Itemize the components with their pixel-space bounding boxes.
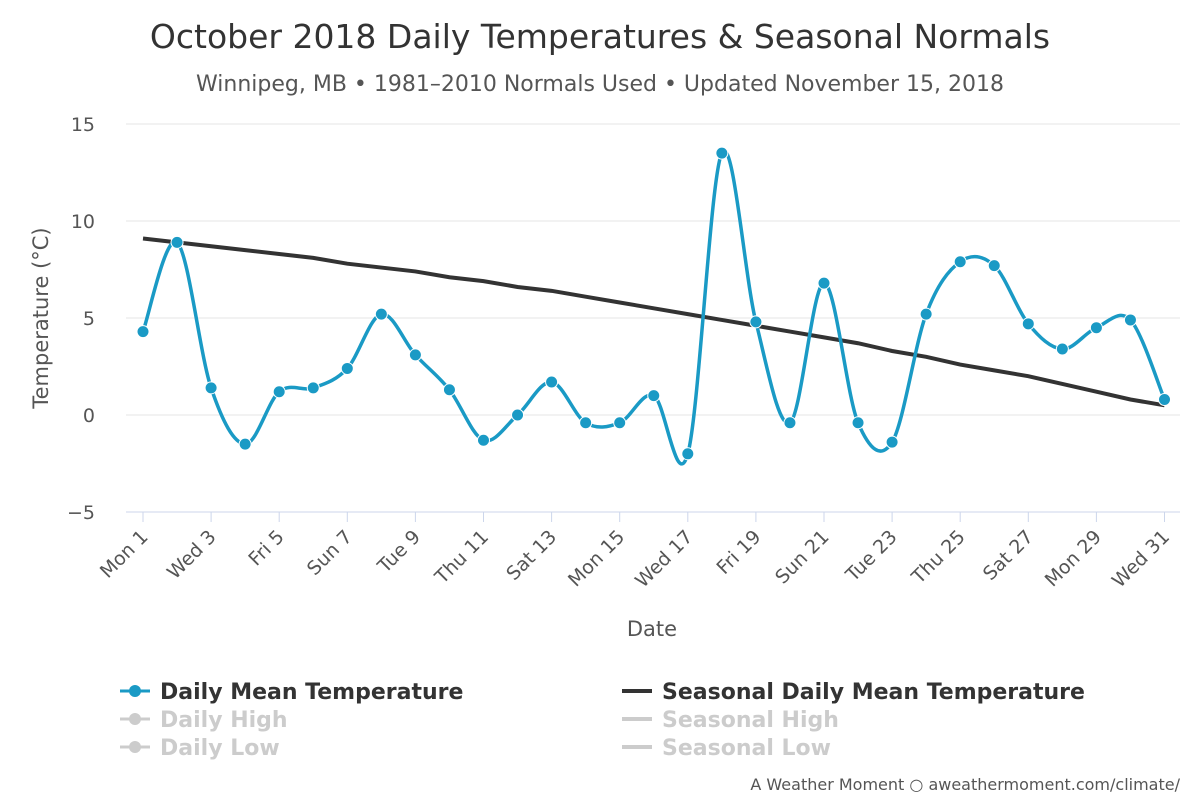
data-point[interactable] xyxy=(1055,342,1069,356)
x-tick-label: Mon 1 xyxy=(96,526,153,583)
x-tick-label: Sat 27 xyxy=(979,526,1038,585)
legend-item-seasonal-low[interactable]: Seasonal Low xyxy=(622,736,831,761)
data-point[interactable] xyxy=(783,416,797,430)
data-point[interactable] xyxy=(170,235,184,249)
data-point[interactable] xyxy=(442,383,456,397)
y-tick-label: 15 xyxy=(71,114,95,136)
x-tick-label: Wed 3 xyxy=(163,526,221,584)
legend-swatch-marker xyxy=(129,685,141,697)
x-tick-label: Tue 9 xyxy=(373,526,425,578)
legend-label: Daily Low xyxy=(160,736,280,761)
data-point[interactable] xyxy=(613,416,627,430)
y-axis-ticks: −5 0 5 10 15 xyxy=(67,114,95,524)
chart-subtitle: Winnipeg, MB • 1981–2010 Normals Used • … xyxy=(196,72,1004,97)
y-tick-label: 5 xyxy=(83,308,95,330)
data-point[interactable] xyxy=(647,389,661,403)
data-point[interactable] xyxy=(885,435,899,449)
data-point[interactable] xyxy=(340,361,354,375)
x-tick-label: Sun 7 xyxy=(303,526,357,580)
data-point[interactable] xyxy=(511,408,525,422)
legend-label: Seasonal Low xyxy=(662,736,831,761)
data-point[interactable] xyxy=(817,276,831,290)
legend: Daily Mean Temperature Seasonal Daily Mea… xyxy=(120,680,1085,761)
x-tick-label: Sun 21 xyxy=(771,526,833,588)
legend-swatch-marker xyxy=(129,741,141,753)
legend-item-daily-low[interactable]: Daily Low xyxy=(120,736,280,761)
credit-text[interactable]: A Weather Moment ○ aweathermoment.com/cl… xyxy=(750,775,1180,794)
x-tick-label: Sat 13 xyxy=(502,526,561,585)
legend-item-daily-mean-temperature[interactable]: Daily Mean Temperature xyxy=(120,680,463,705)
legend-swatch-marker xyxy=(129,713,141,725)
data-point[interactable] xyxy=(306,381,320,395)
data-point[interactable] xyxy=(919,307,933,321)
series-daily-mean-temperature xyxy=(136,146,1171,466)
data-point[interactable] xyxy=(204,381,218,395)
data-point[interactable] xyxy=(374,307,388,321)
x-tick-label: Thu 11 xyxy=(430,526,493,589)
data-point[interactable] xyxy=(749,315,763,329)
data-point[interactable] xyxy=(851,416,865,430)
data-point[interactable] xyxy=(408,348,422,362)
legend-item-seasonal-high[interactable]: Seasonal High xyxy=(622,708,839,733)
legend-label: Daily Mean Temperature xyxy=(160,680,463,705)
data-point[interactable] xyxy=(953,255,967,269)
line-seasonal-daily-mean-temperature xyxy=(142,236,1165,408)
legend-item-seasonal-daily-mean-temperature[interactable]: Seasonal Daily Mean Temperature xyxy=(622,680,1085,705)
data-point[interactable] xyxy=(715,146,729,160)
y-axis-title: Temperature (°C) xyxy=(29,227,53,409)
data-point[interactable] xyxy=(272,385,286,399)
data-point[interactable] xyxy=(579,416,593,430)
x-tick-label: Mon 15 xyxy=(564,526,629,591)
legend-label: Seasonal Daily Mean Temperature xyxy=(662,680,1085,705)
data-point[interactable] xyxy=(681,447,695,461)
chart-title: October 2018 Daily Temperatures & Season… xyxy=(150,17,1050,56)
legend-label: Daily High xyxy=(160,708,288,733)
x-axis-title: Date xyxy=(627,617,677,641)
data-point[interactable] xyxy=(136,325,150,339)
gridlines xyxy=(126,123,1180,513)
legend-item-daily-high[interactable]: Daily High xyxy=(120,708,288,733)
y-tick-label: −5 xyxy=(67,502,95,524)
x-tick-label: Fri 19 xyxy=(713,526,766,579)
y-tick-label: 0 xyxy=(83,405,95,427)
data-point[interactable] xyxy=(545,375,559,389)
x-tick-label: Thu 25 xyxy=(907,526,970,589)
x-axis: Mon 1 Wed 3 Fri 5 Sun 7 Tue 9 Thu 11 Sat 13 Mon… xyxy=(96,511,1180,592)
x-tick-label: Tue 23 xyxy=(841,526,902,587)
x-tick-label: Mon 29 xyxy=(1041,526,1106,591)
legend-label: Seasonal High xyxy=(662,708,839,733)
data-point[interactable] xyxy=(1123,313,1137,327)
data-point[interactable] xyxy=(238,437,252,451)
series-seasonal-daily-mean-temperature xyxy=(142,236,1165,408)
data-point[interactable] xyxy=(1089,321,1103,335)
y-tick-label: 10 xyxy=(71,211,95,233)
x-tick-label: Fri 5 xyxy=(244,526,288,570)
x-tick-label: Wed 31 xyxy=(1108,526,1174,592)
data-point[interactable] xyxy=(1158,392,1171,406)
plot-area xyxy=(136,146,1171,466)
data-point[interactable] xyxy=(1021,317,1035,331)
x-tick-label: Wed 17 xyxy=(631,526,697,592)
data-point[interactable] xyxy=(477,433,490,447)
data-point[interactable] xyxy=(987,259,1001,273)
